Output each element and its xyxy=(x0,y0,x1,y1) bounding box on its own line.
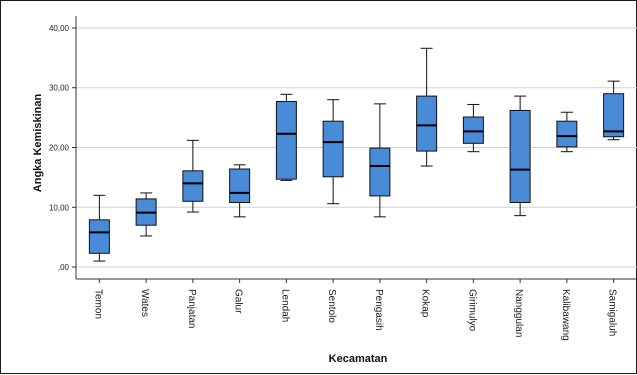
iqr-box xyxy=(322,120,344,178)
x-tick-label: Nanggulan xyxy=(513,289,524,337)
iqr-box xyxy=(462,116,484,144)
x-tick-label: Lendah xyxy=(279,289,290,322)
x-tick-label: Samigaluh xyxy=(607,289,618,336)
x-tick-label: Galur xyxy=(233,289,244,314)
y-axis-label: Angka Kemiskinan xyxy=(32,94,44,193)
iqr-box xyxy=(229,168,251,203)
iqr-box xyxy=(603,93,625,138)
x-tick-label: Panjatan xyxy=(186,289,197,328)
box-series xyxy=(88,47,625,262)
x-axis-ticks: Temon Wates Panjatan Galur Lendah Sentolo Peng… xyxy=(92,279,618,341)
iqr-box xyxy=(275,100,297,180)
box-wates xyxy=(135,192,157,237)
x-tick-label: Pengasih xyxy=(373,289,384,331)
x-tick-label: Kalibawang xyxy=(560,289,571,341)
x-tick-label: Temon xyxy=(92,289,103,319)
iqr-box xyxy=(182,170,204,202)
box-pengasih xyxy=(369,103,391,218)
box-kalibawang xyxy=(556,111,578,153)
box-kokap xyxy=(416,47,438,167)
box-temon xyxy=(88,194,110,262)
box-sentolo xyxy=(322,99,344,205)
iqr-box xyxy=(556,120,578,148)
x-tick-label: Kokap xyxy=(420,289,431,318)
y-tick-label: 30,00 xyxy=(49,84,70,93)
x-axis-label: Kecamatan xyxy=(329,353,388,365)
grid-lines xyxy=(76,27,637,268)
iqr-box xyxy=(509,109,531,203)
y-tick-label: ,00 xyxy=(58,263,70,272)
y-tick-label: 20,00 xyxy=(49,144,70,153)
box-girimulyo xyxy=(462,103,484,153)
iqr-box xyxy=(369,147,391,197)
iqr-box xyxy=(416,95,438,152)
box-lendah xyxy=(275,93,297,181)
x-tick-label: Sentolo xyxy=(326,289,337,323)
y-tick-label: 10,00 xyxy=(49,203,70,212)
iqr-box xyxy=(88,219,110,254)
box-panjatan xyxy=(182,139,204,213)
x-tick-label: Girimulyo xyxy=(466,289,477,332)
box-galur xyxy=(229,164,251,218)
y-axis-ticks: ,00 10,00 20,00 30,00 40,00 xyxy=(49,24,76,272)
box-samigaluh xyxy=(603,80,625,141)
x-tick-label: Wates xyxy=(139,289,150,317)
y-tick-label: 40,00 xyxy=(49,24,70,33)
box-nanggulan xyxy=(509,95,531,217)
